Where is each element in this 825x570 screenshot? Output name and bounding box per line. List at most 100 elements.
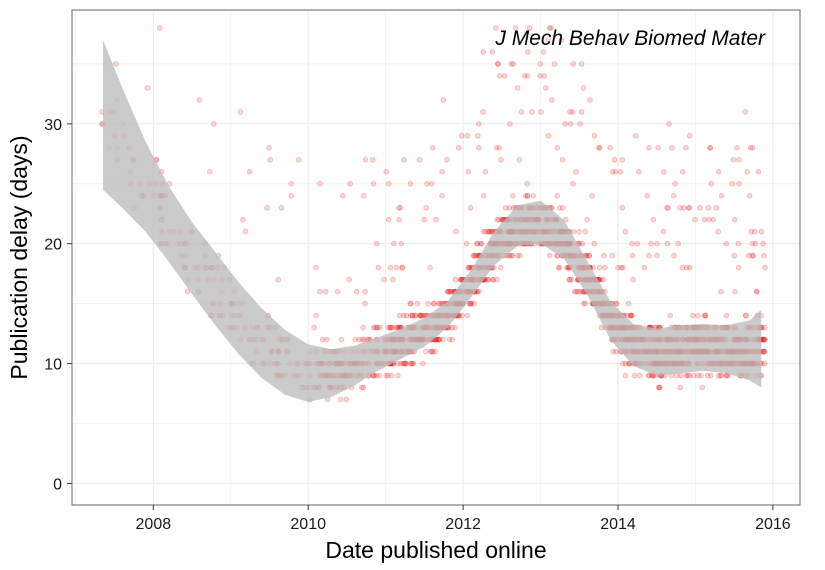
data-point	[398, 240, 405, 247]
data-point	[718, 288, 724, 295]
data-point	[408, 360, 414, 367]
data-point	[466, 264, 473, 271]
data-point	[679, 169, 686, 175]
data-point	[425, 300, 431, 307]
data-point	[579, 288, 585, 295]
data-point	[702, 312, 709, 319]
data-point	[611, 157, 618, 163]
data-point	[471, 300, 477, 307]
data-point	[610, 348, 616, 355]
data-point	[362, 157, 369, 163]
data-point	[361, 336, 368, 343]
data-point	[324, 336, 330, 343]
data-point	[761, 252, 767, 259]
data-point	[506, 252, 513, 259]
data-point	[754, 288, 760, 295]
data-point	[619, 157, 626, 163]
data-point	[715, 228, 721, 235]
data-point	[671, 252, 677, 259]
data-point	[480, 193, 487, 199]
data-point	[570, 228, 577, 235]
data-point	[748, 228, 755, 235]
data-point	[742, 312, 749, 319]
data-point	[343, 396, 350, 403]
data-point	[573, 288, 579, 295]
data-point	[317, 288, 323, 295]
data-point	[113, 61, 119, 67]
smooth-confidence-band	[103, 40, 762, 402]
data-point	[656, 384, 663, 391]
data-point	[554, 145, 561, 151]
data-point	[430, 300, 437, 307]
data-point	[524, 181, 530, 187]
data-point	[499, 216, 505, 223]
data-point	[744, 169, 750, 175]
data-point	[295, 157, 302, 163]
data-point	[704, 372, 711, 379]
data-point	[433, 216, 439, 223]
data-point	[506, 205, 513, 211]
data-point	[476, 288, 482, 295]
data-point	[440, 97, 447, 103]
data-point	[444, 288, 451, 295]
data-point	[407, 312, 414, 319]
data-point	[472, 252, 479, 259]
data-point	[480, 49, 487, 55]
data-point	[751, 228, 758, 235]
data-point	[586, 252, 592, 259]
data-point	[184, 288, 191, 295]
data-point	[313, 264, 319, 271]
data-point	[356, 336, 362, 343]
data-point	[543, 85, 549, 91]
data-point	[630, 276, 636, 283]
data-point	[211, 121, 217, 127]
data-point	[729, 181, 735, 187]
data-point	[577, 121, 583, 127]
data-point	[385, 372, 391, 379]
data-point	[408, 360, 415, 367]
data-point	[579, 240, 586, 247]
data-point	[432, 348, 439, 355]
y-axis-title: Publication delay (days)	[6, 135, 32, 379]
data-point	[596, 145, 602, 151]
data-point	[423, 205, 430, 211]
data-point	[496, 73, 503, 79]
data-point	[446, 336, 453, 343]
data-point	[619, 360, 626, 367]
data-point	[470, 252, 477, 259]
data-point	[664, 205, 670, 211]
data-point	[580, 85, 587, 91]
data-point	[566, 276, 573, 283]
data-point	[632, 133, 639, 139]
data-point	[482, 169, 489, 175]
data-point	[383, 372, 389, 379]
grid-lines	[72, 10, 800, 505]
data-point	[493, 25, 499, 31]
data-point	[582, 228, 588, 235]
data-point	[686, 205, 693, 211]
data-point	[467, 300, 474, 307]
data-point	[586, 252, 592, 259]
data-point	[485, 276, 491, 283]
data-point	[359, 336, 366, 343]
data-point	[669, 145, 675, 151]
data-point	[628, 312, 635, 319]
data-point	[600, 276, 607, 283]
data-point	[397, 205, 404, 211]
data-point	[455, 145, 462, 151]
data-point	[475, 145, 482, 151]
data-point	[449, 324, 455, 331]
data-point	[524, 73, 531, 79]
data-point	[566, 276, 572, 283]
data-point	[686, 372, 693, 379]
data-point	[570, 181, 576, 187]
data-point	[388, 324, 395, 331]
data-point	[612, 169, 619, 175]
data-point	[369, 157, 376, 163]
data-point	[596, 264, 603, 271]
y-axis: 0 10 20 30	[44, 117, 72, 493]
data-point	[452, 276, 459, 283]
data-point	[591, 133, 598, 139]
data-point	[558, 37, 565, 43]
